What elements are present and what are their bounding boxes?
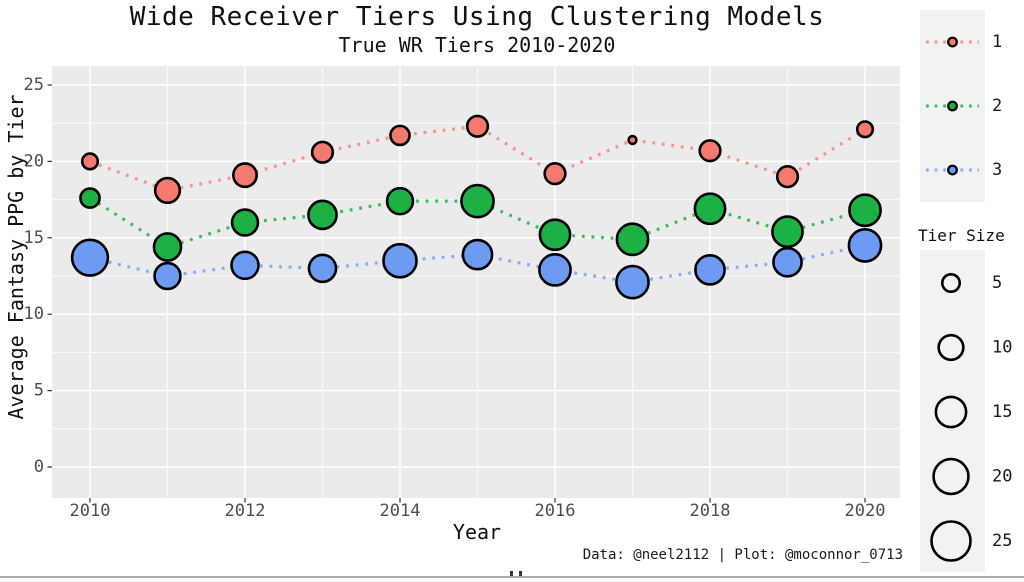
data-point-tier3-2016 <box>538 252 572 287</box>
legend-key-point-tier1 <box>947 36 958 48</box>
data-point-tier3-2011 <box>153 261 182 291</box>
legend-key-point-tier2 <box>947 100 958 112</box>
data-point-tier3-2010 <box>70 238 110 277</box>
size-legend-background <box>920 250 985 572</box>
legend-label-tier3: 3 <box>992 160 1002 180</box>
tier-1-trend-line <box>89 124 866 193</box>
y-tick-label: 0 <box>34 457 44 477</box>
y-tick-label: 5 <box>34 381 44 401</box>
size-legend-circle-25 <box>930 520 972 562</box>
size-legend-label-5: 5 <box>992 273 1002 293</box>
size-legend-label-10: 10 <box>992 338 1012 358</box>
size-legend-label-15: 15 <box>992 402 1012 422</box>
x-tick-label: 2016 <box>535 501 576 521</box>
x-tick-label: 2018 <box>690 501 731 521</box>
data-point-tier1-2018 <box>698 139 722 163</box>
legend-label-tier2: 2 <box>992 96 1002 116</box>
data-point-tier1-2012 <box>232 162 259 189</box>
x-axis-title: Year <box>452 520 502 544</box>
data-point-tier1-2010 <box>80 152 100 171</box>
data-point-tier3-2012 <box>230 250 260 281</box>
data-point-tier3-2019 <box>772 246 803 278</box>
tier-3-trend-line <box>89 243 866 284</box>
size-legend-circle-20 <box>932 457 970 496</box>
x-tick-label: 2020 <box>845 501 886 521</box>
tier-2-trend-line <box>89 196 866 249</box>
chart-title: Wide Receiver Tiers Using Clustering Mod… <box>129 2 825 32</box>
data-point-tier3-2018 <box>694 253 726 286</box>
data-point-tier1-2011 <box>153 176 182 205</box>
size-legend-label-20: 20 <box>992 467 1012 487</box>
data-point-tier1-2016 <box>543 162 567 186</box>
caption: Data: @neel2112 | Plot: @moconnor_0713 <box>582 547 903 563</box>
size-legend-circle-5 <box>940 272 962 294</box>
x-tick-label: 2010 <box>70 501 111 521</box>
plot-panel <box>52 66 900 498</box>
size-legend-label-25: 25 <box>992 531 1012 551</box>
chart-subtitle: True WR Tiers 2010-2020 <box>338 33 616 57</box>
data-point-tier1-2019 <box>775 165 800 189</box>
cropped-artifact <box>510 571 513 576</box>
data-point-tier2-2019 <box>771 215 804 249</box>
data-point-tier2-2020 <box>848 193 882 228</box>
y-axis-title: Average Fantasy PPG by Tier <box>4 94 28 420</box>
data-point-tier3-2020 <box>847 228 883 263</box>
y-tick-label: 15 <box>24 228 44 248</box>
data-point-tier1-2014 <box>389 124 411 147</box>
legend-key-point-tier3 <box>947 164 958 176</box>
bottom-divider <box>0 576 1024 578</box>
data-point-tier3-2014 <box>382 242 418 279</box>
data-point-tier2-2013 <box>307 199 338 231</box>
x-tick-label: 2014 <box>380 501 421 521</box>
data-point-tier2-2014 <box>385 186 415 216</box>
data-point-tier1-2017 <box>627 134 638 146</box>
y-tick-label: 20 <box>24 151 44 171</box>
size-legend-circle-15 <box>934 395 968 429</box>
cropped-artifact <box>519 571 522 576</box>
data-point-tier2-2015 <box>460 183 495 219</box>
data-point-tier1-2015 <box>465 114 490 138</box>
data-point-tier3-2017 <box>615 264 650 300</box>
size-legend-title: Tier Size <box>918 226 1005 245</box>
data-point-tier2-2018 <box>693 192 727 226</box>
y-tick-label: 10 <box>24 304 44 324</box>
y-tick-label: 25 <box>24 75 44 95</box>
data-point-tier2-2012 <box>230 208 260 237</box>
data-point-tier3-2015 <box>461 238 494 271</box>
data-point-tier2-2010 <box>79 187 101 209</box>
data-point-tier2-2017 <box>615 222 650 257</box>
legend-label-tier1: 1 <box>992 32 1002 52</box>
data-point-tier3-2013 <box>307 253 338 284</box>
x-tick-label: 2012 <box>225 501 266 521</box>
data-point-tier2-2016 <box>538 218 572 252</box>
data-point-tier2-2011 <box>152 232 183 262</box>
data-point-tier1-2020 <box>855 120 875 139</box>
size-legend-circle-10 <box>937 333 965 362</box>
data-point-tier1-2013 <box>310 140 335 164</box>
